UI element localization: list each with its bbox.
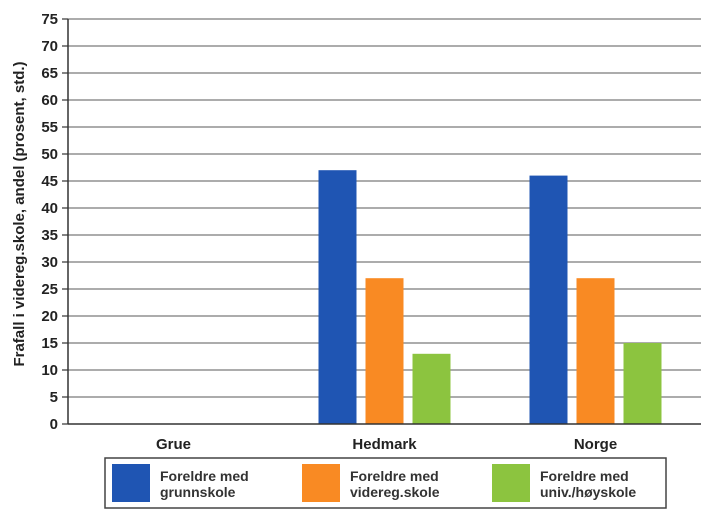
y-tick-label: 50	[41, 146, 58, 163]
bars	[318, 170, 662, 424]
legend-swatch	[302, 464, 340, 502]
y-tick-label: 35	[41, 227, 58, 244]
y-tick-label: 70	[41, 38, 58, 55]
bar-norge-3	[623, 343, 662, 424]
legend-swatch	[492, 464, 530, 502]
legend-label: grunnskole	[160, 484, 236, 500]
y-axis-label: Frafall i videreg.skole, andel (prosent,…	[11, 61, 28, 366]
bar-hedmark-3	[412, 353, 451, 424]
y-tick-label: 75	[41, 11, 58, 28]
y-tick-label: 10	[41, 362, 58, 379]
bar-norge-1	[529, 175, 568, 424]
y-tick-label: 25	[41, 281, 58, 298]
y-tick-label: 65	[41, 65, 58, 82]
legend-label: Foreldre med	[160, 468, 249, 484]
x-category-label: Grue	[156, 436, 191, 453]
legend-label: videreg.skole	[350, 484, 440, 500]
y-axis-ticks: 0 5 10 15 20 25 30 35 40 45 50 55 60 65 70 75	[41, 11, 68, 433]
y-tick-label: 60	[41, 92, 58, 109]
axes	[67, 19, 701, 425]
bar-hedmark-2	[365, 278, 404, 424]
y-tick-label: 20	[41, 308, 58, 325]
legend-label: univ./høyskole	[540, 484, 636, 500]
x-axis-categories: Grue Hedmark Norge	[156, 436, 617, 453]
y-tick-label: 55	[41, 119, 58, 136]
x-category-label: Hedmark	[352, 436, 417, 453]
bar-hedmark-1	[318, 170, 357, 424]
legend-label: Foreldre med	[540, 468, 629, 484]
y-tick-label: 0	[50, 416, 58, 433]
y-tick-label: 40	[41, 200, 58, 217]
y-tick-label: 5	[50, 389, 58, 406]
y-tick-label: 15	[41, 335, 58, 352]
y-tick-label: 45	[41, 173, 58, 190]
legend-box	[104, 457, 667, 509]
legend-label: Foreldre med	[350, 468, 439, 484]
bar-norge-2	[576, 278, 615, 424]
legend-swatch	[112, 464, 150, 502]
x-category-label: Norge	[574, 436, 617, 453]
y-tick-label: 30	[41, 254, 58, 271]
